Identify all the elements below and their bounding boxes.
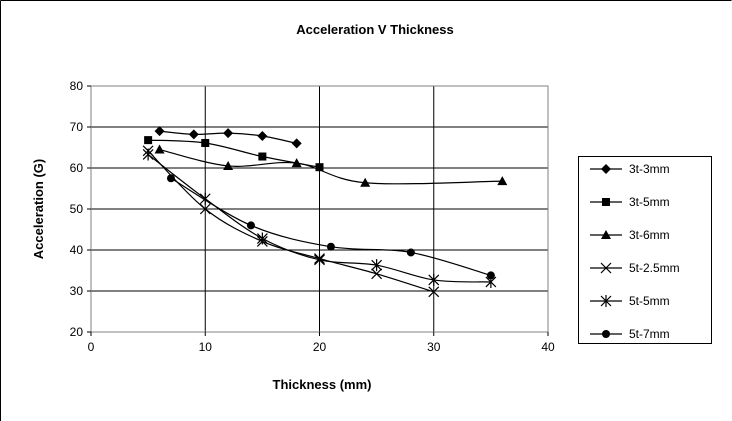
- y-axis-title: Acceleration (G): [31, 159, 46, 259]
- data-point-3t-6mm: [154, 144, 165, 154]
- data-point-5t-5mm: [142, 148, 154, 161]
- data-point-3t-6mm: [291, 158, 302, 168]
- data-point-5t-5mm: [314, 253, 325, 266]
- legend-label: 3t-3mm: [629, 162, 670, 176]
- x-tick-label: 30: [427, 340, 441, 354]
- data-point-3t-6mm: [497, 176, 508, 186]
- gridlines: [91, 86, 548, 332]
- legend-label: 3t-5mm: [629, 195, 670, 209]
- x-tick-label: 0: [88, 340, 95, 354]
- data-point-5t-5mm: [428, 273, 440, 286]
- series-line-5t-7mm: [170, 177, 492, 276]
- legend: 3t-3mm 3t-5mm 3t-6mm 5t-2.5mm 5t-5mm 5t-7mm: [590, 162, 680, 341]
- data-point-3t-3mm: [223, 128, 234, 139]
- data-point-3t-3mm: [257, 131, 268, 142]
- data-point-5t-2.5mm: [428, 286, 440, 298]
- legend-marker-3t-5mm: [602, 198, 610, 206]
- data-point-5t-7mm: [486, 271, 495, 280]
- data-point-3t-3mm: [154, 126, 165, 137]
- legend-label: 5t-5mm: [629, 294, 670, 308]
- data-point-5t-7mm: [326, 242, 335, 251]
- data-point-3t-5mm: [315, 163, 324, 172]
- legend-marker-3t-6mm: [601, 230, 611, 239]
- data-point-5t-2.5mm: [199, 203, 211, 215]
- data-point-5t-7mm: [246, 221, 255, 230]
- y-tick-label: 80: [70, 79, 84, 93]
- x-axis-title: Thickness (mm): [273, 377, 372, 392]
- x-axis-ticks: 0 10 20 30 40: [88, 332, 555, 354]
- legend-marker-3t-3mm: [601, 164, 611, 174]
- series-line-5t-2.5mm: [147, 150, 434, 293]
- data-point-3t-3mm: [291, 138, 302, 149]
- y-tick-label: 60: [70, 161, 84, 175]
- y-tick-label: 40: [70, 243, 84, 257]
- series-lines: [147, 130, 503, 293]
- series-line-3t-6mm: [159, 148, 503, 185]
- data-point-5t-5mm: [371, 259, 383, 272]
- data-point-3t-5mm: [144, 136, 153, 145]
- data-point-3t-5mm: [258, 152, 267, 161]
- series-markers: [142, 126, 508, 298]
- legend-label: 5t-7mm: [629, 327, 670, 341]
- legend-label: 5t-2.5mm: [629, 261, 680, 275]
- data-point-5t-7mm: [166, 174, 175, 183]
- legend-marker-5t-7mm: [602, 330, 610, 338]
- legend-label: 3t-6mm: [629, 228, 670, 242]
- chart-title: Acceleration V Thickness: [296, 22, 454, 37]
- data-point-5t-7mm: [406, 248, 415, 257]
- data-point-3t-3mm: [188, 129, 199, 140]
- x-tick-label: 20: [313, 340, 327, 354]
- data-point-3t-5mm: [201, 138, 210, 147]
- y-tick-label: 50: [70, 202, 84, 216]
- y-tick-label: 70: [70, 120, 84, 134]
- data-point-3t-6mm: [223, 160, 234, 170]
- y-axis-ticks: 20 30 40 50 60 70 80: [70, 79, 91, 339]
- data-point-5t-5mm: [199, 192, 211, 205]
- legend-marker-5t-5mm: [600, 295, 612, 307]
- y-tick-label: 30: [70, 284, 84, 298]
- legend-box: [578, 156, 712, 344]
- data-point-5t-2.5mm: [371, 268, 383, 280]
- x-tick-label: 10: [199, 340, 213, 354]
- data-point-5t-5mm: [256, 232, 268, 245]
- data-point-3t-6mm: [360, 177, 371, 187]
- y-tick-label: 20: [70, 325, 84, 339]
- legend-marker-5t-2.5mm: [600, 262, 612, 274]
- x-tick-label: 40: [541, 340, 555, 354]
